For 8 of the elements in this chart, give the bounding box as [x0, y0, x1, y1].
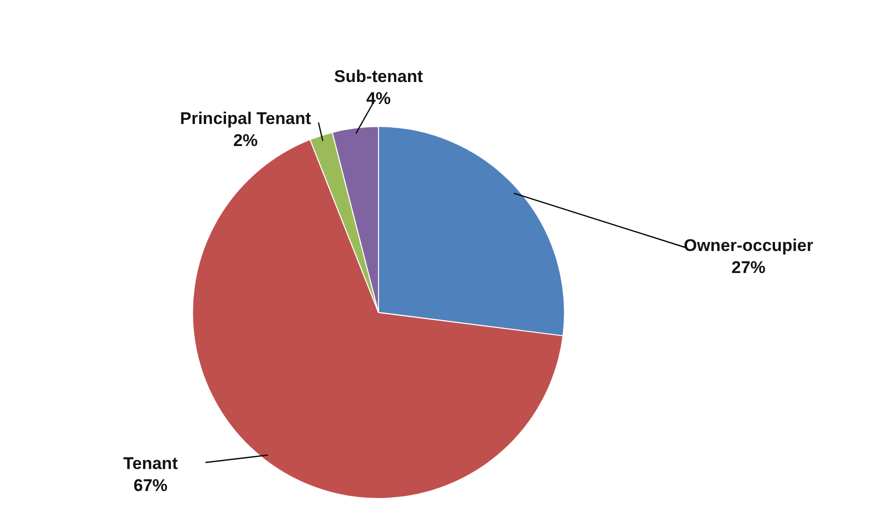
data-label: 4%	[366, 89, 391, 108]
slice-label: Principal Tenant	[180, 109, 312, 128]
slice-label: Tenant	[123, 454, 178, 473]
slice-label: Owner-occupier	[684, 236, 814, 255]
data-label: 67%	[133, 476, 168, 495]
slice-label: Sub-tenant	[334, 67, 424, 86]
data-label: 2%	[233, 131, 258, 150]
data-label: 27%	[731, 258, 766, 277]
